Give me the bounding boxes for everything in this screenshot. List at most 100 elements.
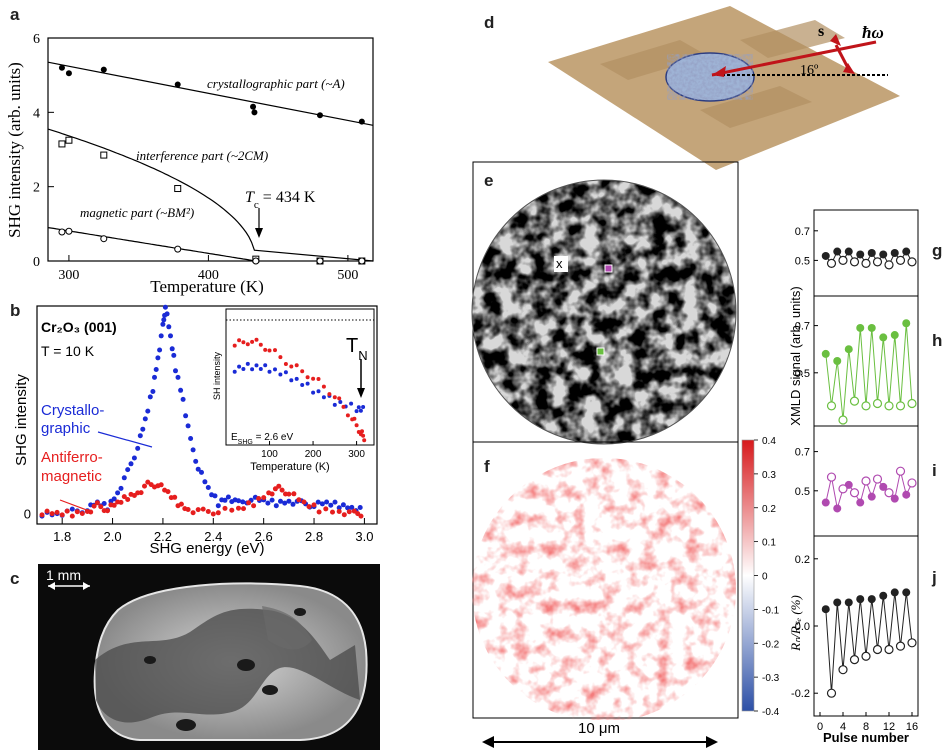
a-xtick-label: 300: [58, 268, 79, 283]
b-point-antiferromagnetic: [269, 491, 275, 497]
inset-point-blue: [258, 367, 263, 371]
panel-label-i: i: [932, 461, 937, 480]
b-point-crystallographic: [142, 416, 148, 422]
annot-tc: Tc = 434 K: [245, 189, 316, 211]
inset-point-blue: [237, 364, 242, 369]
inset-point-blue: [267, 369, 272, 374]
a-point-crystallographic: [316, 112, 323, 119]
b-point-antiferromagnetic: [272, 486, 278, 492]
b-point-crystallographic: [324, 499, 330, 505]
subplot-point-filled-h: [821, 349, 830, 358]
panel-label-g: g: [932, 241, 942, 260]
spot-texture: [667, 54, 753, 100]
a-point-interference: [100, 151, 108, 159]
subplot-point-filled-h: [844, 345, 853, 354]
inset-point-red: [354, 423, 359, 428]
a-point-magnetic: [65, 227, 73, 235]
b-point-antiferromagnetic: [111, 502, 117, 508]
b-point-crystallographic: [195, 466, 201, 472]
a-ytick-label: 0: [33, 255, 40, 270]
b-point-antiferromagnetic: [158, 482, 164, 488]
subplot-point-open-g: [872, 257, 883, 267]
subplot-point-filled-h: [902, 319, 911, 328]
inset-point-blue: [311, 390, 316, 395]
inset-point-red: [258, 342, 263, 347]
b-point-crystallographic: [193, 458, 199, 464]
a-ytick-label: 6: [33, 32, 40, 47]
gj-xtick-label: 0: [817, 721, 823, 733]
dark-domain: [262, 606, 312, 650]
b-point-crystallographic: [115, 490, 121, 496]
crystallographic-label-2: graphic: [41, 420, 91, 437]
b-point-antiferromagnetic: [286, 491, 292, 497]
b-point-crystallographic: [137, 433, 143, 439]
subplot-point-open-j: [895, 641, 906, 651]
subplot-point-open-g: [838, 255, 848, 265]
b-xtick-label: 3.0: [355, 529, 373, 544]
tc-symbol: T: [245, 189, 255, 206]
b-point-crystallographic: [161, 317, 167, 323]
subplot-point-filled-h: [879, 333, 888, 342]
b-point-crystallographic: [111, 496, 117, 502]
b-point-antiferromagnetic: [291, 491, 297, 497]
b-point-crystallographic: [164, 311, 170, 317]
inset-point-blue: [263, 363, 268, 368]
b-point-antiferromagnetic: [251, 503, 257, 509]
b-xtick-label: 2.8: [305, 529, 323, 544]
subplot-point-filled-i: [890, 494, 899, 503]
annot-crystallographic: crystallographic part (~A): [207, 76, 345, 91]
panel-b-ylabel: SHG intensity: [13, 374, 30, 466]
tc-arrow-head: [255, 228, 263, 238]
b-point-crystallographic: [199, 469, 204, 475]
temp-label: T = 10 K: [41, 343, 95, 359]
b-point-antiferromagnetic: [178, 501, 184, 507]
panel-label-j: j: [931, 568, 937, 587]
a-ytick-label: 2: [33, 181, 40, 196]
b-point-crystallographic: [169, 346, 175, 352]
subplot-point-filled-g: [856, 250, 865, 259]
subplot-point-filled-j: [821, 605, 830, 614]
a-point-crystallographic: [100, 66, 107, 73]
inset-point-red: [361, 433, 366, 438]
inset-e-val: = 2.6 eV: [253, 432, 294, 443]
b-point-crystallographic: [178, 387, 184, 393]
crystallographic-pointer: [97, 431, 153, 448]
inset-point-red: [254, 337, 259, 342]
b-point-antiferromagnetic: [49, 511, 55, 517]
label-angle: 16º: [800, 63, 819, 78]
panel-label-a2: a: [10, 5, 20, 24]
b-point-crystallographic: [101, 501, 107, 506]
defect-spot: [176, 719, 196, 731]
inset-point-blue: [305, 381, 310, 386]
a-xtick-label: 400: [198, 268, 219, 283]
b-ytick-label: 0: [24, 507, 31, 522]
subplot-point-filled-h: [890, 331, 899, 340]
b-point-crystallographic: [202, 479, 208, 485]
inset-point-red: [300, 369, 305, 374]
b-point-antiferromagnetic: [121, 494, 127, 500]
b-point-antiferromagnetic: [256, 496, 262, 501]
subplot-point-filled-j: [856, 595, 865, 604]
gj-xtick-label: 16: [906, 721, 918, 733]
b-point-antiferromagnetic: [336, 509, 342, 514]
subplot-point-open-h: [861, 401, 871, 411]
subplot-point-open-g: [826, 258, 837, 268]
b-point-antiferromagnetic: [330, 509, 335, 515]
inset-point-red: [289, 364, 294, 369]
inset-point-blue: [358, 408, 363, 413]
b-point-antiferromagnetic: [205, 509, 211, 514]
panel-f-image: f 0.4 0.3 0.2 0.1 0 -0.1 -0.2 -0.3 -0.4: [472, 436, 780, 720]
annot-magnetic: magnetic part (~BM²): [80, 205, 194, 220]
inset-point-blue: [354, 409, 359, 414]
inset-point-blue: [245, 361, 250, 366]
inset-frame: [225, 308, 375, 446]
inset-point-blue: [321, 395, 326, 400]
colorbar-tick-label: 0.2: [762, 504, 776, 515]
gj-ylabel-r: Rₙ/Rₛₑ (%): [788, 595, 803, 652]
b-point-antiferromagnetic: [229, 507, 235, 513]
scale-bar-10um: 10 μm: [482, 720, 718, 748]
a-fit-magnetic: [47, 227, 255, 262]
subplot-point-open-i: [884, 488, 894, 498]
b-point-crystallographic: [128, 461, 134, 467]
defect-spot: [262, 685, 278, 695]
